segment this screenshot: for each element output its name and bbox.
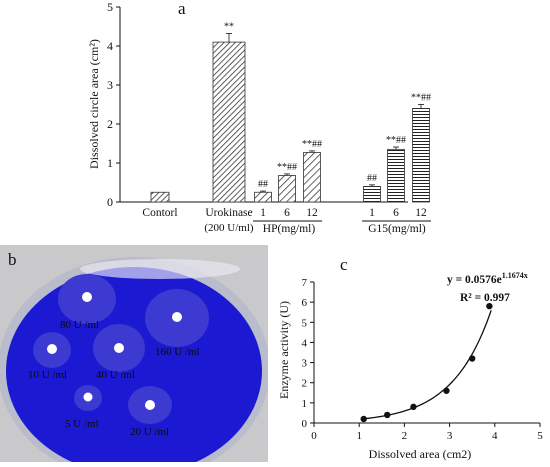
significance-mark: **	[224, 22, 234, 33]
r-squared: R² = 0.997	[460, 292, 510, 304]
data-point	[410, 403, 417, 411]
chart-panel-c: c 0 1 2 3 4 5 6 7 0 1 2 3 4 5 Enzyme activity (U) Dis…	[268, 245, 550, 462]
bar	[412, 108, 430, 203]
significance-mark: ##	[258, 179, 268, 190]
significance-mark: **##	[277, 162, 297, 173]
data-point	[486, 302, 493, 310]
bar	[212, 41, 246, 203]
data-point	[469, 355, 476, 362]
zone-10	[33, 332, 71, 368]
label-40: 40 U /ml	[96, 369, 136, 381]
label-20: 20 U /ml	[130, 426, 170, 438]
y-tick-label: 7	[302, 277, 308, 289]
sample-well	[145, 400, 155, 410]
x-tick-label: 5	[537, 430, 543, 442]
bar	[363, 185, 381, 203]
group-label: HP(mg/ml)	[263, 223, 316, 235]
zone-80	[58, 274, 116, 324]
significance-mark: **##	[411, 93, 431, 104]
x-axis-label: Dissolved area (cm2)	[369, 447, 472, 461]
dose-tick-label: 12	[306, 207, 318, 219]
y-tick-label: 5	[302, 317, 308, 329]
significance-mark: ##	[367, 173, 377, 184]
bar	[254, 191, 272, 203]
x-tick-label: 3	[447, 430, 453, 442]
dose-tick-label: 12	[415, 207, 427, 219]
sample-well	[83, 392, 93, 402]
sample-well	[114, 343, 124, 353]
x-tick-label: 4	[492, 430, 498, 442]
y-tick-label: 6	[302, 297, 308, 309]
bar	[387, 148, 405, 203]
dish-glare	[80, 259, 240, 279]
group-label: Contorl	[142, 207, 177, 219]
x-tick-label: 0	[311, 430, 317, 442]
y-tick-label: 0	[302, 418, 308, 430]
group-sublabel: (200 U/ml)	[204, 222, 254, 234]
y-tick-label: 1	[107, 156, 113, 170]
sample-well	[47, 344, 57, 354]
plate-photo	[0, 245, 270, 467]
label-10: 10 U /ml	[28, 369, 68, 381]
y-tick-label: 1	[302, 398, 308, 410]
scatter-chart-svg: 0 1 2 3 4 5 6 7 0 1 2 3 4 5 Enzyme activity (U) Disso…	[277, 271, 543, 461]
y-tick-label: 2	[302, 378, 308, 390]
significance-mark: **##	[302, 139, 322, 150]
y-axis-label: Dissolved circle area (cm²)	[87, 39, 101, 169]
zone-40	[93, 324, 145, 372]
panel-label-a: a	[178, 0, 186, 18]
group-label: Urokinase	[205, 207, 252, 219]
data-point	[443, 387, 450, 394]
y-tick-label: 4	[302, 337, 308, 349]
y-tick-label: 3	[302, 358, 308, 370]
equation-exponent: 1.1674x	[502, 271, 528, 280]
panel-label-c: c	[340, 255, 348, 274]
y-axis-label: Enzyme activity (U)	[277, 301, 291, 399]
panel-label-b: b	[8, 250, 17, 269]
equation-base: y = 0.0576e	[447, 274, 502, 286]
x-tick-label: 2	[402, 430, 408, 442]
fit-curve	[361, 310, 492, 420]
significance-mark: **##	[386, 135, 406, 146]
dose-tick-label: 6	[284, 207, 290, 219]
plate-photo-panel: b 80 U /ml 160 U /ml 10 U /ml 40 U /ml 5…	[0, 245, 270, 467]
zone-20	[128, 386, 172, 424]
y-tick-label: 3	[107, 78, 113, 92]
label-80: 80 U /ml	[60, 319, 100, 331]
bar	[303, 152, 321, 203]
sample-well	[172, 312, 182, 322]
label-160: 160 U /ml	[155, 346, 200, 358]
dose-tick-label: 1	[260, 207, 266, 219]
label-5: 5 U /ml	[65, 418, 99, 430]
data-point	[384, 411, 391, 419]
y-tick-label: 0	[107, 195, 113, 209]
y-tick-label: 2	[107, 117, 113, 131]
data-point	[360, 415, 367, 423]
y-tick-label: 5	[107, 0, 113, 14]
dose-tick-label: 1	[369, 207, 375, 219]
dose-tick-label: 6	[393, 207, 399, 219]
group-label: G15(mg/ml)	[368, 223, 426, 235]
bar	[150, 191, 170, 203]
bar	[278, 175, 296, 203]
sample-well	[82, 292, 92, 302]
x-tick-label: 1	[356, 430, 362, 442]
y-tick-label: 4	[107, 39, 113, 53]
fit-equation: y = 0.0576e1.1674x	[447, 271, 528, 286]
zone-160	[145, 289, 209, 347]
zone-5	[74, 385, 102, 411]
